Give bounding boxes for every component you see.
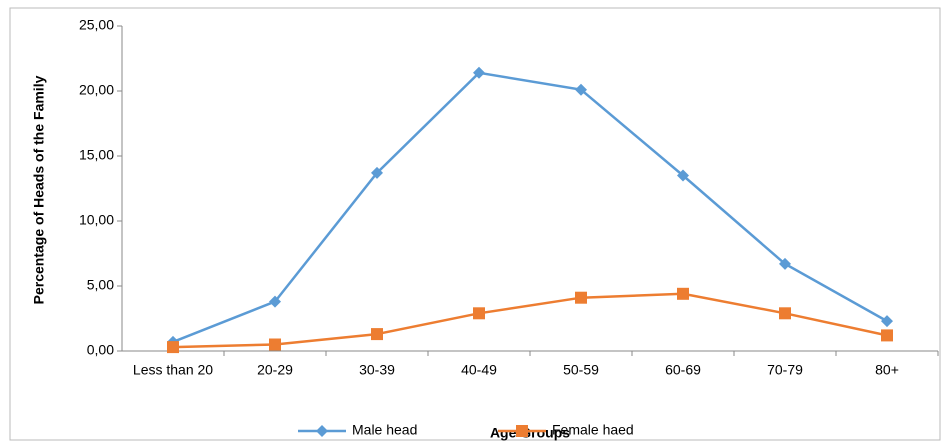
point [575,291,587,304]
point [269,295,281,308]
point [371,166,383,179]
point [371,328,383,341]
point [881,329,893,342]
point [881,315,893,328]
legend-label: Female haed [552,422,634,438]
y-tick-label: 10,00 [79,212,114,228]
chart-border [9,7,941,441]
point [269,338,281,351]
point [473,307,485,320]
y-tick-label: 0,00 [87,342,114,358]
x-tick-label: 40-49 [461,362,497,378]
x-tick-label: 70-79 [767,362,803,378]
series-line [172,71,888,344]
point [575,83,587,96]
x-tick-label: 80+ [875,362,899,378]
legend-marker [516,425,528,437]
x-axis-title: Age Groups [490,425,570,441]
x-tick-label: 30-39 [359,362,395,378]
point [779,257,791,270]
series-line [172,292,888,349]
y-tick-label: 20,00 [79,82,114,98]
x-tick-label: 50-59 [563,362,599,378]
legend-label: Male head [352,422,417,438]
point [677,169,689,182]
legend-marker [316,425,328,437]
y-tick-label: 15,00 [79,147,114,163]
point [779,307,791,320]
y-tick-label: 25,00 [79,17,114,33]
y-axis-title: Percentage of Heads of the Family [31,75,47,304]
y-tick-label: 5,00 [87,277,114,293]
point [473,66,485,79]
x-tick-label: 20-29 [257,362,293,378]
point [167,341,179,354]
point [677,287,689,300]
x-tick-label: Less than 20 [133,362,213,378]
x-tick-label: 60-69 [665,362,701,378]
